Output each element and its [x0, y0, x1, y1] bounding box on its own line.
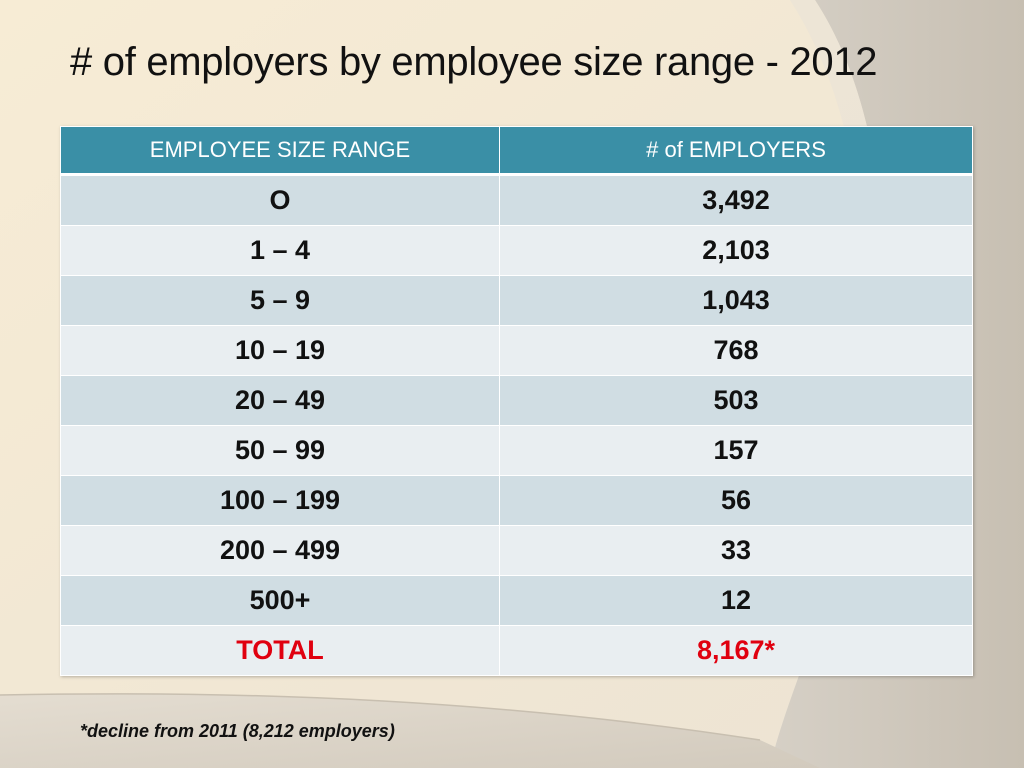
size-range-cell: 20 – 49 [60, 375, 500, 426]
employers-table: EMPLOYEE SIZE RANGE # of EMPLOYERS O 3,4… [60, 126, 973, 676]
size-range-cell: 5 – 9 [60, 275, 500, 326]
employers-cell: 3,492 [499, 174, 973, 226]
size-range-cell: 100 – 199 [60, 475, 500, 526]
employers-cell: 33 [499, 525, 973, 576]
background-bottom-band [0, 693, 820, 768]
footnote: *decline from 2011 (8,212 employers) [80, 721, 395, 741]
total-row: TOTAL 8,167* [60, 625, 973, 676]
table-row: 5 – 9 1,043 [60, 275, 973, 326]
table-row: O 3,492 [60, 174, 973, 226]
size-range-cell: 10 – 19 [60, 325, 500, 376]
table-row: 100 – 199 56 [60, 475, 973, 526]
column-header-employers: # of EMPLOYERS [499, 126, 973, 176]
size-range-cell: 1 – 4 [60, 225, 500, 276]
column-header-size-range: EMPLOYEE SIZE RANGE [60, 126, 500, 176]
size-range-cell: 200 – 499 [60, 525, 500, 576]
table-row: 50 – 99 157 [60, 425, 973, 476]
background-bottom-band-edge [0, 693, 761, 741]
table-row: 20 – 49 503 [60, 375, 973, 426]
employers-cell: 1,043 [499, 275, 973, 326]
total-value: 8,167* [499, 625, 973, 676]
table-row: 200 – 499 33 [60, 525, 973, 576]
size-range-cell: O [60, 174, 500, 226]
size-range-cell: 50 – 99 [60, 425, 500, 476]
employers-cell: 768 [499, 325, 973, 376]
total-label: TOTAL [60, 625, 500, 676]
table-row: 1 – 4 2,103 [60, 225, 973, 276]
employers-cell: 12 [499, 575, 973, 626]
table-row: 500+ 12 [60, 575, 973, 626]
employers-cell: 56 [499, 475, 973, 526]
table-header-row: EMPLOYEE SIZE RANGE # of EMPLOYERS [60, 126, 973, 176]
employers-cell: 503 [499, 375, 973, 426]
employers-cell: 2,103 [499, 225, 973, 276]
size-range-cell: 500+ [60, 575, 500, 626]
page-title: # of employers by employee size range - … [70, 40, 878, 84]
table-row: 10 – 19 768 [60, 325, 973, 376]
employers-cell: 157 [499, 425, 973, 476]
